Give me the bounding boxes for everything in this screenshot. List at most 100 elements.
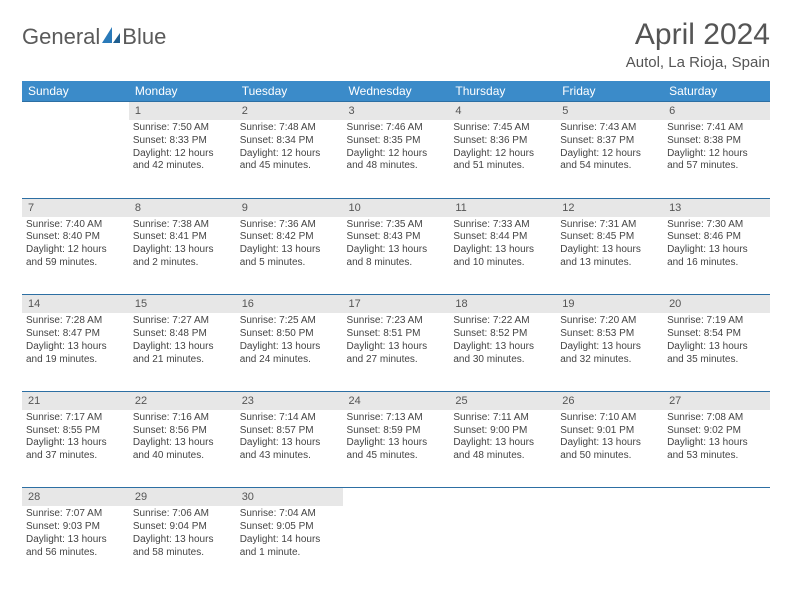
weekday-header: Saturday <box>663 81 770 102</box>
sunrise-text: Sunrise: 7:16 AM <box>133 412 232 425</box>
day-cell: Sunrise: 7:50 AMSunset: 8:33 PMDaylight:… <box>129 120 236 198</box>
day-number: 1 <box>129 102 236 121</box>
day-info: Sunrise: 7:36 AMSunset: 8:42 PMDaylight:… <box>240 219 339 270</box>
day-info: Sunrise: 7:20 AMSunset: 8:53 PMDaylight:… <box>560 315 659 366</box>
sunrise-text: Sunrise: 7:28 AM <box>26 315 125 328</box>
daylight-text: Daylight: 13 hours and 40 minutes. <box>133 437 232 463</box>
day-number <box>663 488 770 507</box>
sunset-text: Sunset: 8:48 PM <box>133 328 232 341</box>
daylight-text: Daylight: 12 hours and 45 minutes. <box>240 148 339 174</box>
day-cell <box>449 506 556 584</box>
day-cell: Sunrise: 7:43 AMSunset: 8:37 PMDaylight:… <box>556 120 663 198</box>
calendar-body: 123456Sunrise: 7:50 AMSunset: 8:33 PMDay… <box>22 102 770 585</box>
sunset-text: Sunset: 8:38 PM <box>667 135 766 148</box>
content-row: Sunrise: 7:40 AMSunset: 8:40 PM Daylight:… <box>22 217 770 295</box>
sunset-text: Sunset: 8:35 PM <box>347 135 446 148</box>
sunrise-text: Sunrise: 7:41 AM <box>667 122 766 135</box>
sunset-text: Sunset: 8:40 PM <box>26 231 125 244</box>
sunrise-text: Sunrise: 7:20 AM <box>560 315 659 328</box>
sunset-text: Sunset: 8:51 PM <box>347 328 446 341</box>
brand-logo: General Blue <box>22 24 166 50</box>
sunset-text: Sunset: 8:56 PM <box>133 425 232 438</box>
sunrise-text: Sunrise: 7:22 AM <box>453 315 552 328</box>
day-number: 20 <box>663 295 770 314</box>
sunset-text: Sunset: 9:05 PM <box>240 521 339 534</box>
day-number: 8 <box>129 198 236 217</box>
day-number: 17 <box>343 295 450 314</box>
day-number: 9 <box>236 198 343 217</box>
day-cell: Sunrise: 7:41 AMSunset: 8:38 PMDaylight:… <box>663 120 770 198</box>
day-number: 26 <box>556 391 663 410</box>
sunrise-text: Sunrise: 7:11 AM <box>453 412 552 425</box>
daylight-text: Daylight: 13 hours and 21 minutes. <box>133 341 232 367</box>
day-number: 2 <box>236 102 343 121</box>
day-info: Sunrise: 7:22 AMSunset: 8:52 PMDaylight:… <box>453 315 552 366</box>
daylight-text: Daylight: 13 hours and 16 minutes. <box>667 244 766 270</box>
day-info: Sunrise: 7:04 AMSunset: 9:05 PMDaylight:… <box>240 508 339 559</box>
day-cell: Sunrise: 7:19 AMSunset: 8:54 PMDaylight:… <box>663 313 770 391</box>
daylight-text: Daylight: 13 hours and 32 minutes. <box>560 341 659 367</box>
daylight-text: Daylight: 12 hours and 42 minutes. <box>133 148 232 174</box>
day-number: 11 <box>449 198 556 217</box>
day-number: 13 <box>663 198 770 217</box>
daylight-text: Daylight: 13 hours and 43 minutes. <box>240 437 339 463</box>
sunrise-text: Sunrise: 7:27 AM <box>133 315 232 328</box>
sunrise-text: Sunrise: 7:06 AM <box>133 508 232 521</box>
daylight-text: Daylight: 13 hours and 27 minutes. <box>347 341 446 367</box>
day-cell: Sunrise: 7:07 AMSunset: 9:03 PMDaylight:… <box>22 506 129 584</box>
daylight-text: Daylight: 13 hours and 19 minutes. <box>26 341 125 367</box>
day-cell: Sunrise: 7:25 AMSunset: 8:50 PMDaylight:… <box>236 313 343 391</box>
sunrise-text: Sunrise: 7:43 AM <box>560 122 659 135</box>
sail-icon <box>100 25 122 50</box>
brand-name-part1: General <box>22 24 100 50</box>
day-cell: Sunrise: 7:10 AMSunset: 9:01 PMDaylight:… <box>556 410 663 488</box>
day-number: 24 <box>343 391 450 410</box>
day-number: 14 <box>22 295 129 314</box>
day-cell: Sunrise: 7:17 AMSunset: 8:55 PMDaylight:… <box>22 410 129 488</box>
day-number: 6 <box>663 102 770 121</box>
sunset-text: Sunset: 8:34 PM <box>240 135 339 148</box>
day-cell: Sunrise: 7:30 AMSunset: 8:46 PMDaylight:… <box>663 217 770 295</box>
day-info: Sunrise: 7:46 AMSunset: 8:35 PMDaylight:… <box>347 122 446 173</box>
daylight-text: Daylight: 12 hours and 54 minutes. <box>560 148 659 174</box>
day-number: 7 <box>22 198 129 217</box>
daylight-text: Daylight: 13 hours and 13 minutes. <box>560 244 659 270</box>
day-info: Sunrise: 7:33 AMSunset: 8:44 PMDaylight:… <box>453 219 552 270</box>
content-row: Sunrise: 7:50 AMSunset: 8:33 PMDaylight:… <box>22 120 770 198</box>
sunrise-text: Sunrise: 7:23 AM <box>347 315 446 328</box>
day-info: Sunrise: 7:50 AMSunset: 8:33 PMDaylight:… <box>133 122 232 173</box>
daylight-text: Daylight: 13 hours and 5 minutes. <box>240 244 339 270</box>
day-number: 10 <box>343 198 450 217</box>
sunrise-text: Sunrise: 7:25 AM <box>240 315 339 328</box>
day-cell: Sunrise: 7:27 AMSunset: 8:48 PMDaylight:… <box>129 313 236 391</box>
day-info: Sunrise: 7:23 AMSunset: 8:51 PMDaylight:… <box>347 315 446 366</box>
sunrise-text: Sunrise: 7:36 AM <box>240 219 339 232</box>
day-cell: Sunrise: 7:40 AMSunset: 8:40 PMDaylight:… <box>22 217 129 295</box>
sunset-text: Sunset: 8:42 PM <box>240 231 339 244</box>
day-number: 29 <box>129 488 236 507</box>
sunset-text: Sunset: 8:47 PM <box>26 328 125 341</box>
day-cell: Sunrise: 7:35 AMSunset: 8:43 PMDaylight:… <box>343 217 450 295</box>
sunset-text: Sunset: 9:03 PM <box>26 521 125 534</box>
daylight-text: Daylight: 13 hours and 10 minutes. <box>453 244 552 270</box>
day-info: Sunrise: 7:08 AMSunset: 9:02 PMDaylight:… <box>667 412 766 463</box>
sunrise-text: Sunrise: 7:31 AM <box>560 219 659 232</box>
daylight-text: Daylight: 13 hours and 50 minutes. <box>560 437 659 463</box>
sunrise-text: Sunrise: 7:45 AM <box>453 122 552 135</box>
day-number: 19 <box>556 295 663 314</box>
daylight-text: Daylight: 14 hours and 1 minute. <box>240 534 339 560</box>
daylight-text: Daylight: 13 hours and 37 minutes. <box>26 437 125 463</box>
header: General Blue April 2024 Autol, La Rioja,… <box>22 18 770 71</box>
day-info: Sunrise: 7:13 AMSunset: 8:59 PMDaylight:… <box>347 412 446 463</box>
content-row: Sunrise: 7:28 AMSunset: 8:47 PMDaylight:… <box>22 313 770 391</box>
sunrise-text: Sunrise: 7:40 AM <box>26 219 125 232</box>
day-cell: Sunrise: 7:28 AMSunset: 8:47 PMDaylight:… <box>22 313 129 391</box>
day-cell: Sunrise: 7:06 AMSunset: 9:04 PMDaylight:… <box>129 506 236 584</box>
day-cell <box>343 506 450 584</box>
day-info: Sunrise: 7:31 AMSunset: 8:45 PMDaylight:… <box>560 219 659 270</box>
daylight-text: Daylight: 13 hours and 35 minutes. <box>667 341 766 367</box>
sunrise-text: Sunrise: 7:10 AM <box>560 412 659 425</box>
day-cell: Sunrise: 7:20 AMSunset: 8:53 PMDaylight:… <box>556 313 663 391</box>
day-number: 25 <box>449 391 556 410</box>
daynum-row: 282930 <box>22 488 770 507</box>
